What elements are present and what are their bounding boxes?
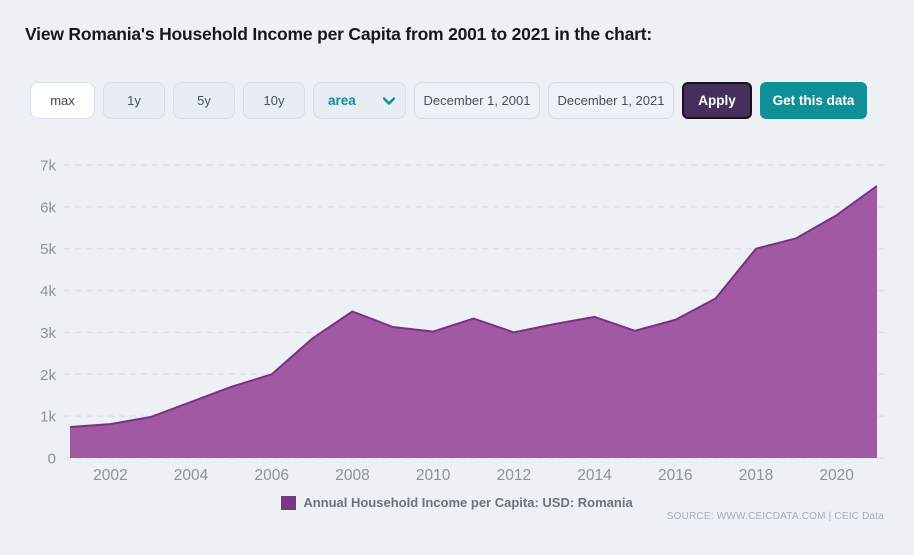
area-shape (70, 185, 877, 458)
y-tick-label: 7k (40, 158, 56, 175)
range-button-10y[interactable]: 10y (243, 82, 305, 119)
chart-type-select-value: area (328, 93, 356, 108)
get-this-data-button[interactable]: Get this data (760, 82, 867, 119)
chevron-down-icon (383, 96, 395, 105)
x-tick-label: 2010 (416, 467, 451, 484)
range-button-1y[interactable]: 1y (103, 82, 165, 119)
chart-legend: Annual Household Income per Capita: USD:… (0, 492, 914, 510)
area-chart: 0 1k 2k 3k 4k 5k 6k 7k 2002 2004 2006 2008 2010 2012 2… (0, 150, 914, 495)
legend-label: Annual Household Income per Capita: USD:… (303, 495, 633, 510)
area-outline (69, 185, 878, 428)
y-tick-label: 3k (40, 325, 56, 342)
y-tick-label: 0 (48, 451, 56, 468)
x-tick-label: 2016 (658, 467, 692, 484)
y-tick-label: 6k (40, 199, 56, 216)
end-date-input[interactable]: December 1, 2021 (548, 82, 674, 119)
start-date-input[interactable]: December 1, 2001 (414, 82, 540, 119)
legend-swatch (281, 495, 297, 510)
y-tick-label: 1k (40, 409, 56, 426)
y-tick-label: 2k (40, 367, 56, 384)
chart-svg: 0 1k 2k 3k 4k 5k 6k 7k 2002 2004 2006 2008 2010 2012 2… (40, 158, 886, 484)
range-button-5y[interactable]: 5y (173, 82, 235, 119)
chart-type-select[interactable]: area (313, 82, 406, 119)
y-tick-label: 4k (40, 283, 56, 300)
x-tick-label: 2002 (93, 467, 127, 484)
toolbar: max 1y 5y 10y area December 1, 2001 Dece… (30, 82, 867, 119)
x-tick-label: 2012 (497, 467, 531, 484)
page-title: View Romania's Household Income per Capi… (25, 24, 652, 44)
x-tick-label: 2018 (739, 467, 773, 484)
range-button-max[interactable]: max (30, 82, 95, 119)
chart-footer: Annual Household Income per Capita: USD:… (0, 492, 914, 532)
x-tick-label: 2014 (577, 467, 612, 484)
x-tick-label: 2006 (255, 467, 289, 484)
y-tick-label: 5k (40, 241, 56, 258)
x-tick-label: 2004 (174, 467, 209, 484)
source-attribution: SOURCE: WWW.CEICDATA.COM | CEIC Data (666, 511, 884, 522)
x-tick-label: 2020 (819, 467, 854, 484)
x-tick-label: 2008 (335, 467, 369, 484)
apply-button[interactable]: Apply (682, 82, 752, 119)
